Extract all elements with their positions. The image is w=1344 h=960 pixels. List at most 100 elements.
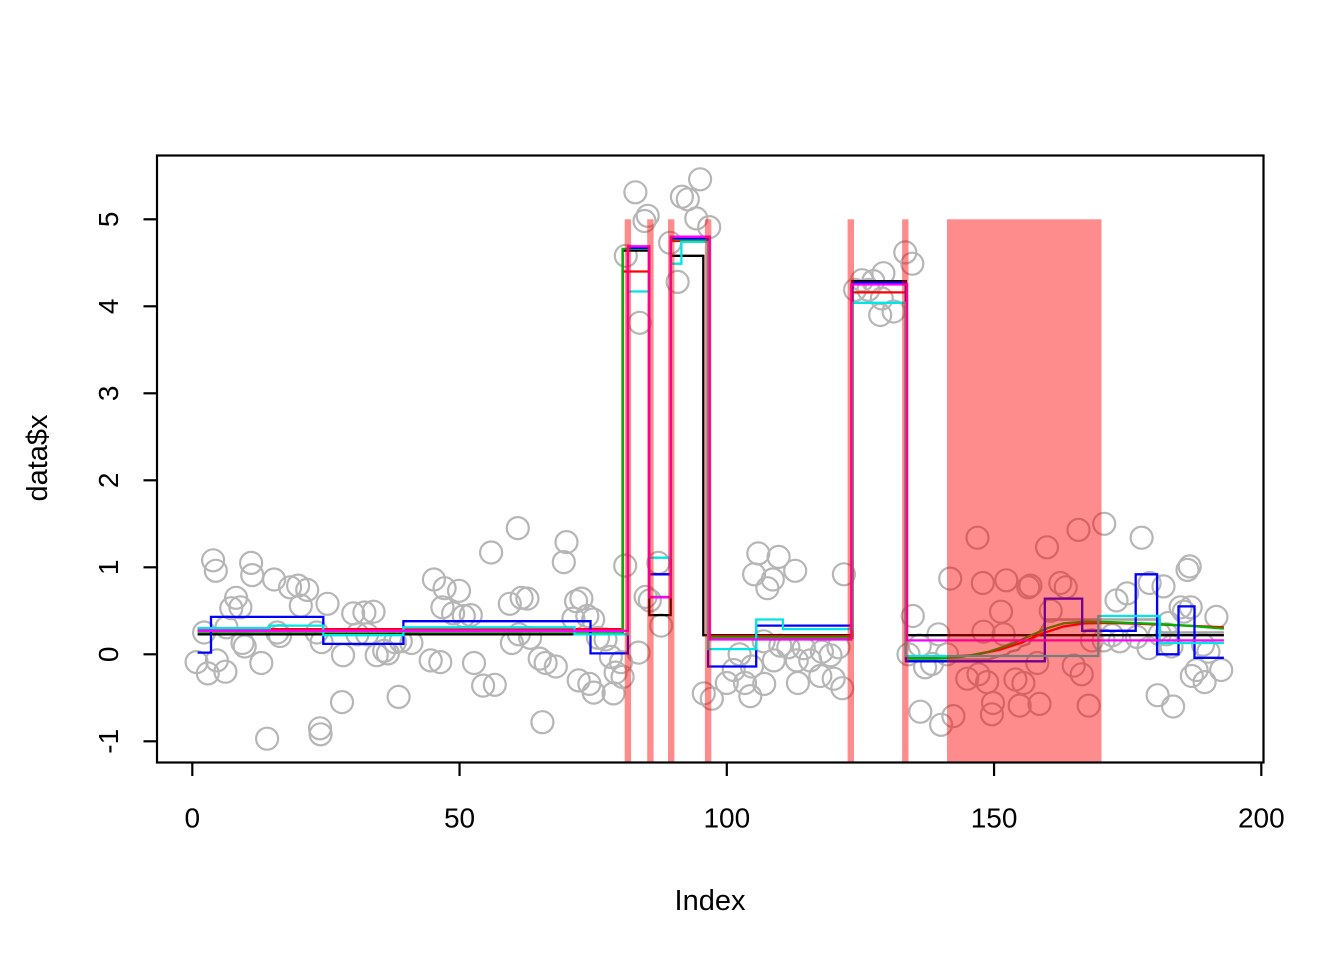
fit-magenta-line xyxy=(197,235,1224,642)
data-point xyxy=(761,648,786,673)
data-point xyxy=(635,203,660,228)
data-point xyxy=(980,690,1006,716)
data-point xyxy=(228,595,253,620)
data-point xyxy=(428,649,453,675)
data-point xyxy=(330,643,356,668)
data-point xyxy=(1184,657,1209,683)
y-tick-label: -1 xyxy=(93,729,124,754)
data-point xyxy=(613,553,638,578)
data-point xyxy=(1025,650,1050,676)
data-point xyxy=(818,643,843,668)
x-tick-label: 50 xyxy=(444,803,475,834)
data-point xyxy=(766,544,791,570)
data-point xyxy=(461,650,487,676)
data-point xyxy=(821,666,846,691)
data-point xyxy=(613,243,638,268)
data-point xyxy=(760,567,785,592)
data-point xyxy=(458,602,483,628)
data-point xyxy=(994,568,1019,593)
data-point xyxy=(1179,663,1204,689)
data-point xyxy=(386,684,411,710)
data-point xyxy=(533,650,558,676)
data-point xyxy=(1151,574,1176,599)
y-tick-label: 4 xyxy=(93,299,124,315)
data-point xyxy=(569,586,594,611)
data-point xyxy=(329,689,355,715)
data-point xyxy=(965,525,990,550)
data-point xyxy=(295,577,320,603)
data-point xyxy=(691,681,716,706)
data-point xyxy=(527,646,552,671)
data-point xyxy=(581,680,606,705)
data-point xyxy=(955,666,980,691)
data-point xyxy=(482,672,507,697)
data-point xyxy=(1204,604,1229,630)
data-point xyxy=(665,269,690,294)
data-point xyxy=(1061,653,1086,678)
data-point xyxy=(808,663,833,689)
data-point xyxy=(249,650,274,676)
data-point xyxy=(934,642,960,667)
data-point xyxy=(232,634,257,659)
y-tick-label: 2 xyxy=(93,473,124,489)
y-tick-label: 1 xyxy=(93,560,124,576)
data-point xyxy=(1177,554,1202,579)
data-point xyxy=(966,662,991,687)
data-point xyxy=(1092,511,1117,536)
data-point xyxy=(1007,693,1032,718)
y-tick-label: 3 xyxy=(93,386,124,402)
data-point xyxy=(441,601,466,626)
data-point xyxy=(979,702,1005,727)
y-tick-label: 5 xyxy=(93,212,124,228)
data-point xyxy=(941,703,966,729)
data-point xyxy=(418,648,443,673)
data-point xyxy=(1034,535,1060,560)
plot-frame xyxy=(155,154,1265,764)
data-point xyxy=(505,515,530,541)
anomaly-band xyxy=(902,219,909,762)
data-point xyxy=(543,654,568,679)
x-axis-title: Index xyxy=(675,885,746,917)
data-point xyxy=(785,670,811,696)
data-point xyxy=(783,558,808,583)
data-point xyxy=(868,302,893,328)
data-point xyxy=(1066,517,1091,543)
data-point xyxy=(1076,693,1101,718)
data-point xyxy=(908,699,933,724)
data-point xyxy=(928,712,954,737)
data-point xyxy=(262,567,287,592)
data-point xyxy=(195,661,220,686)
data-point xyxy=(732,670,758,696)
data-point xyxy=(1192,669,1217,695)
data-point xyxy=(566,668,591,693)
data-point xyxy=(752,671,777,697)
data-point xyxy=(239,550,264,576)
data-point xyxy=(497,591,522,616)
data-point xyxy=(727,642,752,667)
anomaly-band xyxy=(668,219,675,762)
data-point xyxy=(471,673,496,698)
data-point xyxy=(632,208,657,234)
x-axis: 0 50 100 150 200 xyxy=(185,762,1285,834)
data-point xyxy=(1137,570,1162,596)
data-point xyxy=(970,570,995,596)
data-point xyxy=(751,629,776,654)
anomaly-band xyxy=(647,219,654,762)
data-point xyxy=(938,566,963,591)
anomaly-band xyxy=(947,219,1102,762)
data-point xyxy=(361,599,386,624)
data-point xyxy=(1175,557,1200,583)
data-point xyxy=(687,167,713,192)
data-point xyxy=(515,586,540,611)
data-point xyxy=(1114,581,1140,606)
data-point xyxy=(240,562,265,588)
data-point xyxy=(530,710,555,735)
y-axis-title: data$x xyxy=(22,414,54,502)
anomaly-band xyxy=(847,219,854,762)
data-point xyxy=(746,541,771,566)
data-point xyxy=(1048,570,1073,596)
plot-box xyxy=(155,154,1265,764)
x-tick-label: 100 xyxy=(703,803,750,834)
data-point xyxy=(881,299,906,324)
